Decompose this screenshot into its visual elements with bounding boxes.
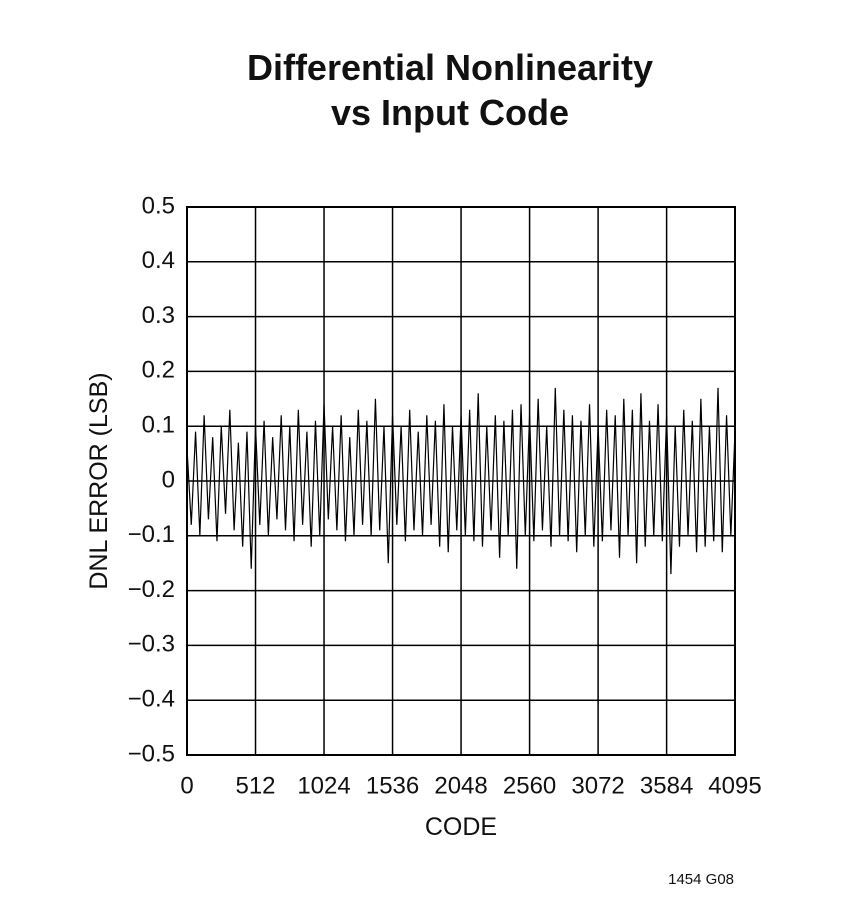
data-line (186, 387, 736, 575)
x-tick-label: 512 (235, 772, 275, 799)
y-tick-label: 0.1 (142, 412, 175, 439)
x-tick-label: 1536 (366, 772, 419, 799)
x-tick-label: 3072 (571, 772, 624, 799)
y-tick-label: 0 (162, 466, 175, 493)
figure-code: 1454 G08 (668, 871, 734, 888)
y-tick-label: −0.3 (128, 631, 175, 658)
y-tick-label: 0.4 (142, 247, 175, 274)
x-tick-label: 1024 (297, 772, 350, 799)
x-tick-label: 2560 (503, 772, 556, 799)
y-tick-label: −0.4 (128, 686, 175, 713)
y-tick-label: −0.2 (128, 576, 175, 603)
y-axis-label: DNL ERROR (LSB) (85, 372, 113, 589)
x-tick-label: 3584 (640, 772, 693, 799)
y-tick-label: −0.5 (128, 740, 175, 767)
y-tick-label: −0.1 (128, 521, 175, 548)
y-tick-label: 0.3 (142, 302, 175, 329)
x-tick-label: 2048 (434, 772, 487, 799)
chart-subtitle: vs Input Code (331, 92, 569, 133)
plot-frame (186, 206, 736, 756)
chart-title: Differential Nonlinearity (247, 47, 653, 88)
x-tick-label: 0 (180, 772, 193, 799)
y-tick-label: 0.2 (142, 357, 175, 384)
y-tick-label: 0.5 (142, 192, 175, 219)
x-axis-label: CODE (425, 813, 497, 841)
x-tick-label: 4095 (708, 772, 761, 799)
